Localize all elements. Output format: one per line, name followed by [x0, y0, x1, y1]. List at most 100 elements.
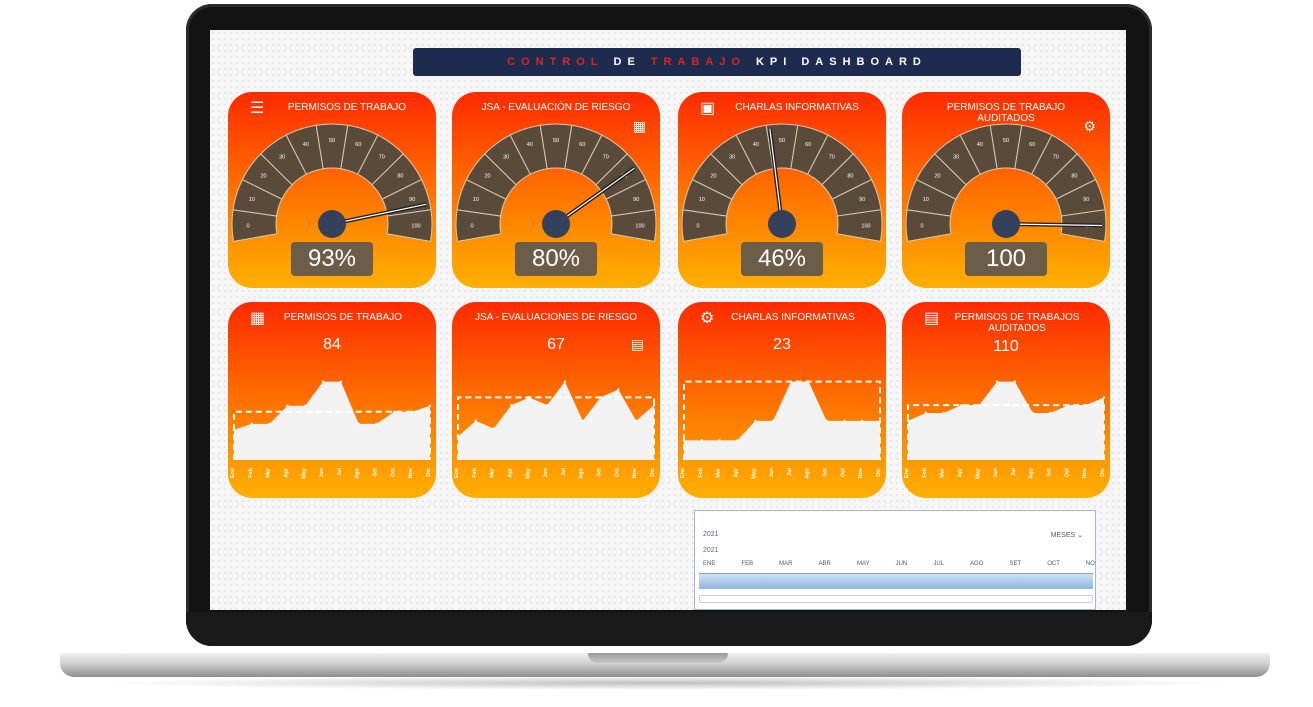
trend-data-point — [474, 419, 478, 423]
trend-data-point — [942, 411, 945, 415]
trend-x-tick-label: Set — [1047, 468, 1053, 477]
gauge-tick-label: 70 — [1053, 154, 1059, 160]
trend-x-tick-label: Oct — [1064, 468, 1070, 477]
gauge-tick-label: 20 — [711, 173, 717, 179]
slicer-month[interactable]: JUL — [933, 561, 944, 567]
trend-x-tick-label: Nov — [858, 467, 864, 478]
slicer-timeline-bar[interactable] — [699, 573, 1093, 589]
trend-total: 110 — [993, 338, 1019, 355]
gauge-tick-label: 60 — [1029, 142, 1035, 148]
trend-data-point — [545, 403, 549, 407]
trend-x-tick-label: Ago — [805, 467, 811, 478]
slicer-level-dropdown[interactable]: MESES ⌄ — [1050, 532, 1083, 539]
slicer-month[interactable]: JUN — [895, 561, 908, 567]
slicer-month[interactable]: ENE — [703, 561, 716, 567]
slicer-level-label: MESES — [1050, 532, 1076, 539]
gauge-tick-label: 100 — [861, 223, 870, 229]
gauge-band-segment — [386, 209, 433, 242]
gauge-card-permisos[interactable]: ☰ PERMISOS DE TRABAJO 0 10 20 30 40 50 60 70 80 9… — [228, 92, 436, 288]
trend-chart: Ene Feb Mar Apr May Jun Jul Ago Set Oct Nov Dic — [454, 380, 656, 479]
gauge-needle-highlight — [555, 167, 635, 225]
slicer-month[interactable]: NO — [1085, 561, 1095, 567]
trend-area-series — [458, 381, 654, 460]
trend-data-point — [700, 439, 704, 442]
gauge-tick-label: 90 — [859, 197, 865, 203]
trend-x-tick-label: Mar — [940, 467, 946, 478]
trend-data-point — [510, 403, 513, 407]
slicer-month[interactable]: MAR — [779, 561, 793, 567]
slicer-scrollbar[interactable] — [699, 595, 1093, 603]
trend-x-tick-label: Ago — [1029, 467, 1035, 478]
gauge-title: PERMISOS DE TRABAJO — [287, 102, 407, 113]
trend-x-tick-label: Jul — [561, 468, 567, 476]
gauge-card-charlas[interactable]: ▣ CHARLAS INFORMATIVAS 0 10 20 30 40 50 60 70 80… — [678, 92, 886, 288]
gauge-needle-highlight — [769, 128, 783, 225]
gauge-card-auditados[interactable]: ⚙ PERMISOS DE TRABAJO AUDITADOS 0 10 20 30 4… — [902, 92, 1110, 288]
slicer-month[interactable]: FEB — [741, 561, 754, 567]
trend-data-point — [357, 422, 360, 426]
gauge-tick-label: 10 — [473, 197, 479, 203]
title-kpi: KPI DASHBOARD — [755, 56, 927, 68]
slicer-month[interactable]: MAY — [856, 561, 870, 567]
trend-x-tick-label: Nov — [408, 467, 414, 478]
gauge-tick-label: 50 — [553, 138, 559, 144]
trend-x-tick-label: Ene — [904, 468, 910, 478]
slicer-month[interactable]: OCT — [1047, 561, 1060, 567]
trend-x-tick-label: Mar — [490, 467, 496, 478]
slicer-month[interactable]: AGO — [970, 561, 984, 567]
trend-target-line — [907, 404, 1105, 460]
slicer-header: 2021 — [703, 531, 719, 538]
trend-chart: Ene Feb Mar Apr May Jun Jul Ago Set Oct Nov Dic — [904, 380, 1106, 479]
trend-card-auditados[interactable]: ▤ PERMISOS DE TRABAJOS AUDITADOS 110 Ene… — [902, 302, 1110, 498]
gauge-value: 80% — [515, 242, 597, 276]
trend-target-line — [233, 410, 431, 460]
id-card-icon: ▣ — [700, 100, 716, 117]
trend-x-tick-label: Dic — [650, 468, 656, 477]
gauge-value: 100 — [965, 242, 1047, 276]
gauge-tick-label: 70 — [379, 154, 385, 160]
trend-data-point — [617, 388, 620, 391]
trend-data-point — [960, 403, 963, 407]
trend-total: 23 — [773, 336, 791, 353]
gauge-tick-label: 0 — [696, 223, 699, 229]
trend-x-tick-label: Ago — [579, 467, 585, 478]
trend-data-point — [581, 419, 584, 423]
gauge-tick-label: 0 — [246, 223, 249, 229]
slicer-month[interactable]: ABR — [818, 561, 831, 567]
trend-title: JSA - EVALUACIONES DE RIESGO — [474, 312, 638, 323]
gauge-card-jsa[interactable]: ▦ JSA - EVALUACIÓN DE RIESGO 0 10 20 30 40 50… — [452, 92, 660, 288]
dashboard-title: CONTROL DE TRABAJO KPI DASHBOARD — [413, 48, 1021, 76]
gauge-tick-label: 90 — [409, 197, 415, 203]
trend-area-series — [234, 381, 430, 460]
trend-area-series — [908, 381, 1104, 460]
timeline-slicer[interactable]: 2021 MESES ⌄ 2021 ENE FEB MAR ABR MAY JUN JUL A… — [694, 510, 1096, 610]
trend-card-jsa[interactable]: ▤ JSA - EVALUACIONES DE RIESGO 67 Ene Feb… — [452, 302, 660, 498]
trend-data-point — [843, 419, 846, 423]
gauge-band-segment — [610, 209, 657, 242]
trend-data-point — [1013, 380, 1017, 383]
trend-data-point — [718, 439, 721, 442]
trend-x-tick-label: Oct — [614, 468, 620, 477]
trend-x-tick-label: Mar — [716, 467, 722, 478]
trend-data-point — [304, 404, 307, 407]
gauge-tick-label: 20 — [935, 173, 941, 179]
laptop-chin — [186, 612, 1152, 646]
trend-data-point — [825, 419, 828, 423]
trend-x-tick-label: Dic — [1100, 468, 1106, 477]
trend-x-tick-label: May — [525, 467, 531, 479]
presentation-icon: ▦ — [632, 118, 646, 134]
trend-x-tick-label: Nov — [1082, 467, 1088, 478]
trend-card-permisos[interactable]: ▦ PERMISOS DE TRABAJO 84 Ene Feb Mar Apr May… — [228, 302, 436, 498]
trend-data-point — [339, 380, 343, 383]
trend-x-tick-label: Feb — [472, 467, 478, 477]
trend-data-point — [634, 419, 638, 423]
gauge-tick-label: 30 — [503, 154, 509, 160]
trend-card-charlas[interactable]: ⚙ CHARLAS INFORMATIVAS 23 Ene Feb Mar Apr Ma… — [678, 302, 886, 498]
gauge-tick-label: 40 — [527, 142, 533, 148]
gauge-tick-label: 10 — [923, 197, 929, 203]
gauge-tick-label: 0 — [920, 223, 923, 229]
gauge-tick-label: 100 — [635, 223, 644, 229]
slicer-month[interactable]: SET — [1009, 561, 1022, 567]
